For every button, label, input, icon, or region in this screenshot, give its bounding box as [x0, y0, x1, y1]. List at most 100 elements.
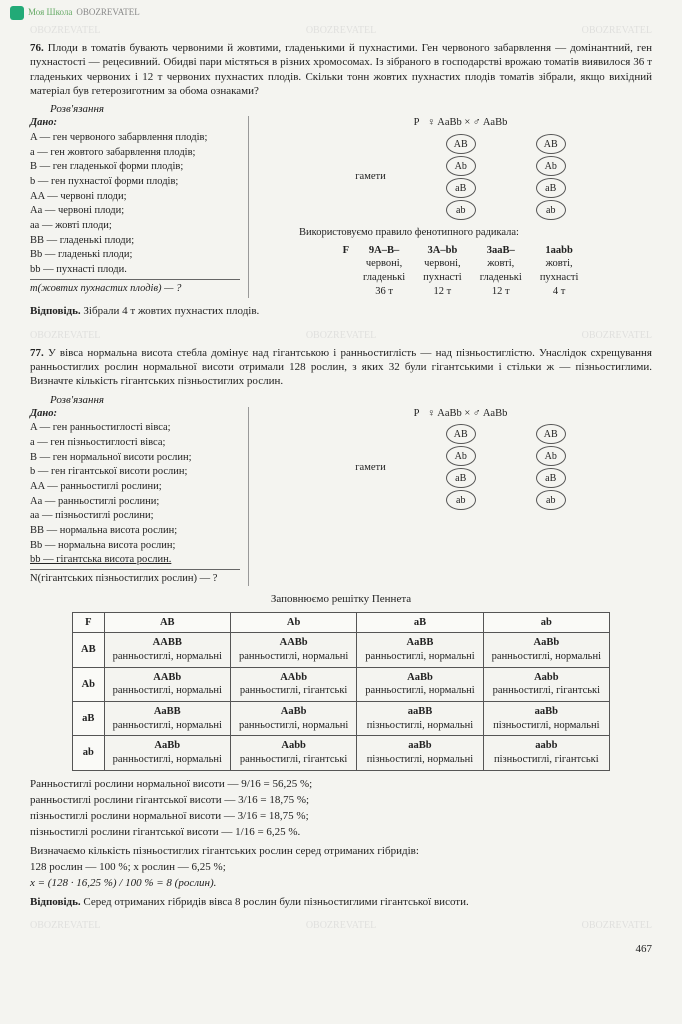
problem-77-text: 77. У вівса нормальна висота стебла домі…	[30, 346, 652, 389]
f-column: 1aabbжовті,пухнасті4 т	[540, 244, 579, 299]
answer-77: Відповідь. Серед отриманих гібридів вівс…	[30, 895, 652, 909]
f-table-76: F 9A–B–червоні,гладенькі36 т 3A–bbчервоні…	[269, 244, 652, 299]
gamete-circle: ab	[446, 490, 476, 510]
gamete-circle: AB	[446, 134, 476, 154]
gamete-circle: aB	[446, 468, 476, 488]
logo-brand: Моя Школа	[28, 7, 72, 19]
punnett-cell: AaBbранньостиглі, нормальні	[230, 702, 356, 736]
given-line: a — ген пізньостиглості вівса;	[30, 436, 240, 450]
given-line: A — ген червоного забарвлення плодів;	[30, 131, 240, 145]
punnett-cell: AABbранньостиглі, нормальні	[104, 667, 230, 701]
given-line: Bb — нормальна висота рослин;	[30, 539, 240, 553]
punnett-header: ab	[483, 612, 609, 633]
punnett-cell: Aabbранньостиглі, гігантські	[230, 736, 356, 770]
problem-77-cross: P ♀ AaBb × ♂ AaBb гамети ABAbaBab ABAbaB…	[269, 407, 652, 586]
f-label-76: F	[343, 244, 349, 258]
gamete-circle: AB	[536, 424, 566, 444]
page-number: 467	[30, 942, 652, 956]
punnett-cell: AABBранньостиглі, нормальні	[104, 633, 230, 667]
gamete-circle: ab	[536, 200, 566, 220]
problem-77-body: У вівса нормальна висота стебла домінує …	[30, 347, 652, 388]
ratio-line: пізньостиглі рослини нормальної висоти —…	[30, 809, 652, 823]
given-title-77: Дано:	[30, 407, 240, 421]
given-line: A — ген ранньостиглості вівса;	[30, 421, 240, 435]
given-line: AA — червоні плоди;	[30, 190, 240, 204]
given-line: aa — пізньостиглі рослини;	[30, 509, 240, 523]
logo-icon	[10, 6, 24, 20]
calc-intro-77: Визначаємо кількість пізньостиглих гіган…	[30, 844, 652, 858]
punnett-row: ABAABBранньостиглі, нормальніAABbранньос…	[72, 633, 609, 667]
punnett-cell: AaBBранньостиглі, нормальні	[104, 702, 230, 736]
punnett-row: abAaBbранньостиглі, нормальніAabbранньос…	[72, 736, 609, 770]
problem-77-find: N(гігантських пізньостиглих рослин) — ?	[30, 572, 240, 586]
logo-sub: OBOZREVATEL	[76, 7, 139, 19]
given-line: b — ген пухнастої форми плодів;	[30, 175, 240, 189]
punnett-cell: aaBBпізньостиглі, нормальні	[357, 702, 483, 736]
given-line: B — ген гладенької форми плодів;	[30, 160, 240, 174]
gamete-circle: Ab	[446, 446, 476, 466]
gamete-circle: ab	[446, 200, 476, 220]
punnett-header: AB	[104, 612, 230, 633]
ratio-line: пізньостиглі рослини гігантської висоти …	[30, 825, 652, 839]
punnett-cell: AaBbранньостиглі, нормальні	[483, 633, 609, 667]
f-column: 3A–bbчервоні,пухнасті12 т	[423, 244, 462, 299]
gamete-circle: ab	[536, 490, 566, 510]
problem-77-solve-label: Розв'язання	[50, 393, 652, 407]
gamete-circle: AB	[536, 134, 566, 154]
gamete-circle: aB	[536, 178, 566, 198]
punnett-cell: aabbпізньостиглі, гігантські	[483, 736, 609, 770]
punnett-header: aB	[357, 612, 483, 633]
punnett-square: FABAbaBab ABAABBранньостиглі, нормальніA…	[72, 612, 610, 771]
punnett-header: Ab	[230, 612, 356, 633]
problem-76-cross: P ♀ AaBb × ♂ AaBb гамети ABAbaBab ABAbaB…	[269, 116, 652, 298]
given-line: AA — ранньостиглі рослини;	[30, 480, 240, 494]
ratio-line: ранньостиглі рослини гігантської висоти …	[30, 793, 652, 807]
problem-76-text: 76. Плоди в томатів бувають червоними й …	[30, 41, 652, 98]
given-line: aa — жовті плоди;	[30, 219, 240, 233]
punnett-row: AbAABbранньостиглі, нормальніAAbbранньос…	[72, 667, 609, 701]
punnett-cell: AAbbранньостиглі, гігантські	[230, 667, 356, 701]
calc1-77: 128 рослин — 100 %; x рослин — 6,25 %;	[30, 860, 652, 874]
gamete-circle: aB	[446, 178, 476, 198]
problem-77-given: Дано: A — ген ранньостиглості вівса;a — …	[30, 407, 249, 586]
parents-77: ♀ AaBb × ♂ AaBb	[427, 408, 507, 419]
calc2-77: x = (128 · 16,25 %) / 100 % = 8 (рослин)…	[30, 876, 652, 890]
ratio-line: Ранньостиглі рослини нормальної висоти —…	[30, 777, 652, 791]
f-column: 9A–B–червоні,гладенькі36 т	[363, 244, 405, 299]
problem-76-num: 76.	[30, 42, 44, 54]
punnett-cell: AaBBранньостиглі, нормальні	[357, 633, 483, 667]
watermark-row-3: OBOZREVATELOBOZREVATELOBOZREVATEL	[30, 919, 652, 932]
given-line: b — ген гігантської висоти рослин;	[30, 465, 240, 479]
given-line: bb — гігантська висота рослин.	[30, 553, 240, 567]
gamete-circle: aB	[536, 468, 566, 488]
punnett-title: Заповнюємо решітку Пеннета	[30, 592, 652, 606]
punnett-cell: Aabbранньостиглі, гігантські	[483, 667, 609, 701]
gamete-circle: Ab	[446, 156, 476, 176]
rule-76: Використовуємо правило фенотипного радик…	[299, 226, 652, 240]
given-line: a — ген жовтого забарвлення плодів;	[30, 146, 240, 160]
gametes-label-76: гамети	[355, 170, 385, 184]
gamete-circle: Ab	[536, 156, 566, 176]
problem-76-find: m(жовтих пухнастих плодів) — ?	[30, 282, 240, 296]
problem-76-body: Плоди в томатів бувають червоними й жовт…	[30, 42, 652, 97]
answer-76: Відповідь. Зібрали 4 т жовтих пухнастих …	[30, 304, 652, 318]
problem-77-num: 77.	[30, 347, 44, 359]
given-line: BB — нормальна висота рослин;	[30, 524, 240, 538]
ratios-77: Ранньостиглі рослини нормальної висоти —…	[30, 777, 652, 840]
gamete-circle: Ab	[536, 446, 566, 466]
given-line: Aa — ранньостиглі рослини;	[30, 495, 240, 509]
site-logo: Моя Школа OBOZREVATEL	[10, 6, 140, 20]
given-line: Bb — гладенькі плоди;	[30, 248, 240, 262]
f-column: 3aaB–жовті,гладенькі12 т	[480, 244, 522, 299]
gamete-circle: AB	[446, 424, 476, 444]
punnett-cell: aaBbпізньостиглі, нормальні	[483, 702, 609, 736]
parents-76: ♀ AaBb × ♂ AaBb	[427, 117, 507, 128]
given-line: Aa — червоні плоди;	[30, 204, 240, 218]
watermark-row: OBOZREVATELOBOZREVATELOBOZREVATEL	[30, 24, 652, 37]
problem-76-solve-label: Розв'язання	[50, 102, 652, 116]
punnett-cell: AaBbранньостиглі, нормальні	[104, 736, 230, 770]
given-line: bb — пухнасті плоди.	[30, 263, 240, 277]
watermark-row-2: OBOZREVATELOBOZREVATELOBOZREVATEL	[30, 329, 652, 342]
punnett-row: aBAaBBранньостиглі, нормальніAaBbранньос…	[72, 702, 609, 736]
problem-76-given: Дано: A — ген червоного забарвлення плод…	[30, 116, 249, 298]
